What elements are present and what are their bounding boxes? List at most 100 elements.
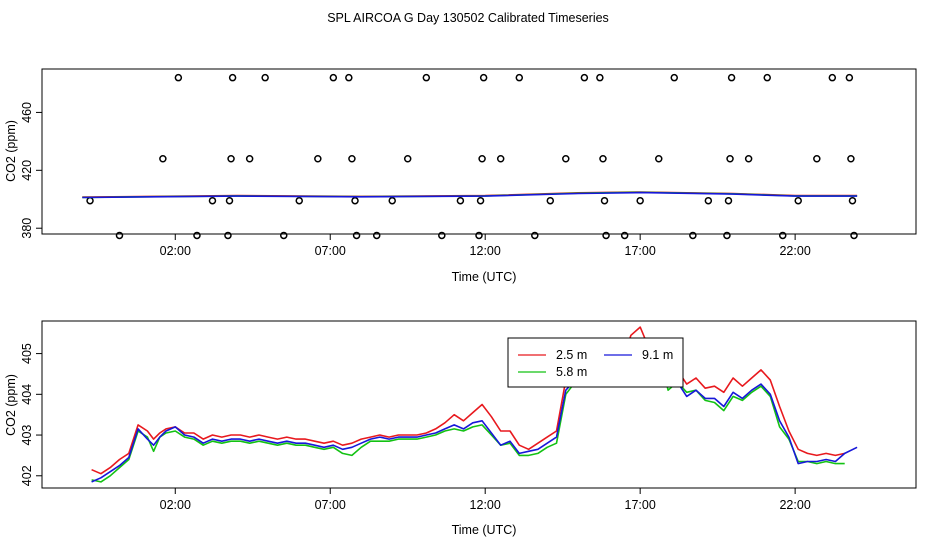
point-layer bbox=[86, 73, 858, 240]
data-point bbox=[723, 231, 731, 240]
y-tick-label: 380 bbox=[20, 218, 34, 239]
data-point bbox=[845, 73, 854, 82]
data-point bbox=[345, 73, 353, 82]
data-point bbox=[620, 231, 629, 240]
scatter-panel: 02:00 07:00 12:00 17:00 22:00 380 420 460 Time… bbox=[4, 68, 917, 284]
data-point bbox=[794, 196, 802, 205]
data-point bbox=[599, 154, 607, 163]
data-point bbox=[438, 231, 446, 240]
data-point bbox=[689, 231, 697, 240]
data-point bbox=[655, 154, 663, 163]
data-point bbox=[496, 154, 505, 163]
x-tick-label: 17:00 bbox=[625, 498, 656, 512]
data-point bbox=[475, 231, 483, 240]
series-line-9-1-m bbox=[91, 338, 858, 483]
data-point bbox=[744, 154, 753, 163]
series-line-9-1-m bbox=[82, 191, 858, 199]
data-point bbox=[813, 154, 821, 163]
data-point bbox=[724, 196, 733, 205]
data-point bbox=[193, 231, 201, 240]
data-point bbox=[456, 196, 465, 205]
chart-title: SPL AIRCOA G Day 130502 Calibrated Times… bbox=[327, 11, 609, 25]
y-axis: 380 420 460 bbox=[20, 102, 42, 239]
x-tick-label: 17:00 bbox=[625, 244, 656, 258]
y-axis-label: CO2 (ppm) bbox=[4, 374, 18, 436]
legend-label-2-5m: 2.5 m bbox=[556, 348, 587, 362]
data-point bbox=[828, 73, 837, 82]
data-point bbox=[670, 73, 679, 82]
data-point bbox=[778, 231, 787, 240]
data-point bbox=[515, 73, 524, 82]
data-point bbox=[279, 231, 288, 240]
y-tick-label: 403 bbox=[20, 425, 34, 446]
data-point bbox=[602, 231, 610, 240]
data-point bbox=[348, 154, 356, 163]
x-tick-label: 22:00 bbox=[779, 244, 810, 258]
data-point bbox=[562, 154, 570, 163]
data-point bbox=[224, 231, 232, 240]
plot-box bbox=[41, 68, 917, 235]
data-point bbox=[850, 231, 858, 240]
y-tick-label: 405 bbox=[20, 343, 34, 364]
data-point bbox=[228, 73, 237, 82]
data-point bbox=[600, 196, 609, 205]
data-point bbox=[295, 196, 303, 205]
x-tick-label: 02:00 bbox=[160, 244, 191, 258]
series-layer bbox=[91, 326, 858, 483]
plot-box bbox=[41, 320, 917, 489]
data-point bbox=[727, 73, 736, 82]
data-point bbox=[372, 231, 381, 240]
data-point bbox=[261, 73, 269, 82]
data-point bbox=[403, 154, 412, 163]
data-point bbox=[726, 154, 734, 163]
series-line-2-5-m bbox=[91, 326, 845, 475]
x-tick-label: 22:00 bbox=[779, 498, 810, 512]
data-point bbox=[388, 196, 396, 205]
x-tick-label: 07:00 bbox=[315, 244, 346, 258]
data-point bbox=[314, 154, 322, 163]
y-axis-label: CO2 (ppm) bbox=[4, 120, 18, 182]
data-point bbox=[352, 231, 361, 240]
data-point bbox=[531, 231, 539, 240]
x-axis: 02:00 07:00 12:00 17:00 22:00 bbox=[160, 234, 811, 258]
data-point bbox=[422, 73, 431, 82]
data-point bbox=[763, 73, 771, 82]
x-tick-label: 02:00 bbox=[160, 498, 191, 512]
data-point bbox=[479, 73, 488, 82]
x-tick-label: 12:00 bbox=[470, 498, 501, 512]
y-tick-label: 460 bbox=[20, 102, 34, 123]
data-point bbox=[208, 196, 217, 205]
data-point bbox=[848, 196, 857, 205]
data-point bbox=[351, 196, 359, 205]
x-tick-label: 12:00 bbox=[470, 244, 501, 258]
x-axis: 02:00 07:00 12:00 17:00 22:00 bbox=[160, 488, 811, 512]
legend: 2.5 m 9.1 m 5.8 m bbox=[507, 337, 684, 388]
data-point bbox=[174, 73, 183, 82]
data-point bbox=[329, 73, 338, 82]
data-point bbox=[546, 196, 555, 205]
data-point bbox=[245, 154, 254, 163]
y-tick-label: 402 bbox=[20, 465, 34, 486]
data-point bbox=[159, 154, 167, 163]
series-layer bbox=[82, 191, 858, 199]
data-point bbox=[86, 196, 94, 205]
y-tick-label: 420 bbox=[20, 160, 34, 181]
legend-label-9-1m: 9.1 m bbox=[642, 348, 673, 362]
data-point bbox=[225, 196, 234, 205]
data-point bbox=[476, 196, 485, 205]
data-point bbox=[596, 73, 604, 82]
legend-label-5-8m: 5.8 m bbox=[556, 365, 587, 379]
data-point bbox=[115, 231, 124, 240]
data-point bbox=[227, 154, 235, 163]
data-point bbox=[847, 154, 855, 163]
series-line-5-8-m bbox=[91, 342, 845, 483]
y-axis: 402 403 404 405 bbox=[20, 343, 42, 486]
data-point bbox=[580, 73, 589, 82]
y-tick-label: 404 bbox=[20, 384, 34, 405]
x-axis-label: Time (UTC) bbox=[452, 523, 517, 537]
data-point bbox=[636, 196, 644, 205]
x-tick-label: 07:00 bbox=[315, 498, 346, 512]
line-panel: 02:00 07:00 12:00 17:00 22:00 402 403 404 405 T… bbox=[4, 320, 917, 537]
legend-box bbox=[507, 337, 684, 388]
